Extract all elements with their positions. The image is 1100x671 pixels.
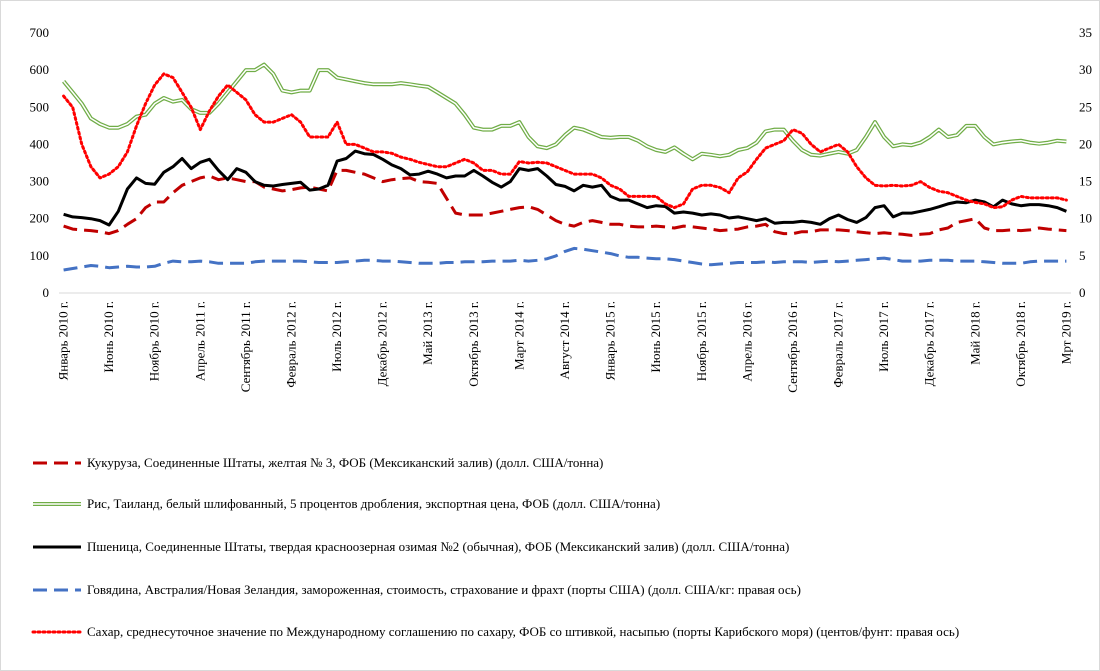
x-tick-label: Июнь 2010 г.	[101, 301, 116, 373]
y2-tick-label: 5	[1079, 248, 1086, 263]
series-line	[63, 149, 1067, 227]
legend-swatch	[33, 588, 81, 592]
x-tick-label: Апрель 2011 г.	[192, 301, 207, 381]
y2-tick-label: 20	[1079, 136, 1092, 151]
legend-label: Говядина, Австралия/Новая Зеландия, замо…	[87, 582, 801, 597]
x-tick-label: Апрель 2016 г.	[739, 301, 754, 382]
x-tick-label: Мрт 2019 г.	[1058, 301, 1073, 364]
y-tick-label: 200	[30, 211, 50, 226]
x-tick-label: Сентябрь 2016 г.	[785, 301, 800, 393]
x-tick-label: Октябрь 2013 г.	[466, 301, 481, 387]
legend-item: Пшеница, Соединенные Штаты, твердая крас…	[31, 538, 1091, 555]
x-tick-label: Ноябрь 2010 г.	[147, 301, 162, 381]
x-tick-label: Февраль 2017 г.	[831, 301, 846, 388]
y-tick-label: 700	[30, 25, 50, 40]
series-line	[62, 72, 1068, 210]
y-tick-label: 100	[30, 248, 50, 263]
legend-swatch	[33, 461, 81, 465]
x-tick-label: Сентябрь 2011 г.	[238, 301, 253, 392]
x-tick-label: Февраль 2012 г.	[283, 301, 298, 388]
x-tick-label: Август 2014 г.	[557, 301, 572, 379]
x-tick-label: Март 2014 г.	[511, 301, 526, 370]
y2-tick-label: 30	[1079, 62, 1092, 77]
y-tick-label: 500	[30, 99, 50, 114]
legend-swatch	[33, 502, 81, 506]
y2-tick-label: 0	[1079, 285, 1086, 300]
x-tick-label: Июль 2012 г.	[329, 301, 344, 372]
x-tick-label: Май 2013 г.	[420, 301, 435, 365]
legend-swatch	[33, 545, 81, 549]
y2-tick-label: 35	[1079, 25, 1092, 40]
y2-tick-label: 15	[1079, 174, 1092, 189]
legend-item: Говядина, Австралия/Новая Зеландия, замо…	[31, 581, 1091, 598]
legend-label: Рис, Таиланд, белый шлифованный, 5 проце…	[87, 496, 661, 511]
legend-item: Сахар, среднесуточное значение по Междун…	[31, 623, 1091, 640]
y-tick-label: 600	[30, 62, 50, 77]
x-tick-label: Январь 2015 г.	[603, 301, 618, 380]
y2-tick-label: 10	[1079, 211, 1092, 226]
series-line	[63, 246, 1067, 272]
legend-label: Пшеница, Соединенные Штаты, твердая крас…	[87, 539, 790, 554]
x-tick-label: Октябрь 2018 г.	[1013, 301, 1028, 387]
x-tick-label: Декабрь 2017 г.	[922, 301, 937, 386]
legend-item: Кукуруза, Соединенные Штаты, желтая № 3,…	[31, 454, 1091, 471]
legend-label: Сахар, среднесуточное значение по Междун…	[87, 624, 960, 639]
x-tick-label: Июль 2017 г.	[876, 301, 891, 372]
x-tick-label: Январь 2010 г.	[56, 301, 71, 380]
x-tick-label: Ноябрь 2015 г.	[694, 301, 709, 381]
y2-tick-label: 25	[1079, 99, 1092, 114]
x-tick-label: Май 2018 г.	[967, 301, 982, 365]
legend-swatch	[31, 630, 83, 634]
series-line	[63, 168, 1067, 237]
legend-label: Кукуруза, Соединенные Штаты, желтая № 3,…	[87, 455, 604, 470]
x-tick-label: Декабрь 2012 г.	[375, 301, 390, 386]
y-tick-label: 0	[43, 285, 50, 300]
series-line	[62, 62, 1067, 162]
chart: 0 100 200 300 400 500 600 700 0 5 10 15 20 25 30 35 Янва…	[30, 25, 1093, 393]
y-tick-label: 400	[30, 136, 50, 151]
legend-item: Рис, Таиланд, белый шлифованный, 5 проце…	[31, 495, 1091, 512]
y-tick-label: 300	[30, 174, 50, 189]
x-tick-label: Июнь 2015 г.	[648, 301, 663, 373]
